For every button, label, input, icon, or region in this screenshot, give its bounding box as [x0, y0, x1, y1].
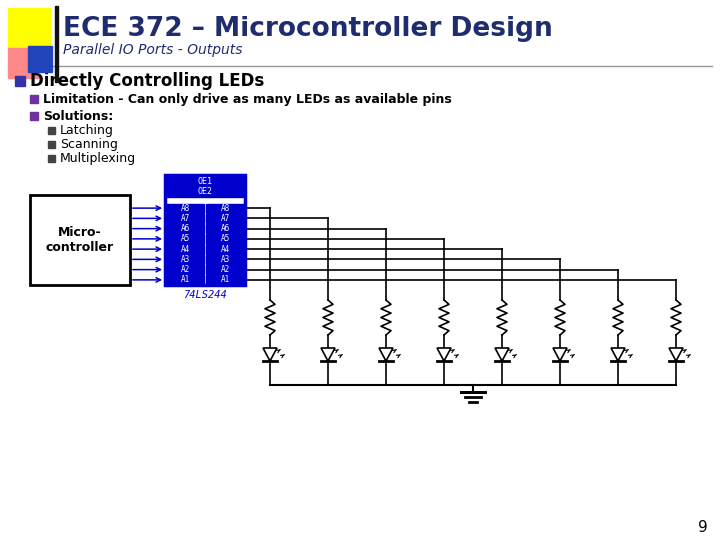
Text: A6: A6: [181, 224, 189, 233]
Text: 74LS244: 74LS244: [183, 290, 227, 300]
Text: A1: A1: [181, 275, 189, 285]
Text: A5: A5: [181, 234, 189, 244]
Polygon shape: [669, 348, 683, 361]
Bar: [166, 245, 204, 254]
Text: Solutions:: Solutions:: [43, 110, 113, 123]
Text: Multiplexing: Multiplexing: [60, 152, 136, 165]
Polygon shape: [495, 348, 509, 361]
Bar: [30, 112, 38, 120]
Bar: [206, 224, 244, 233]
Bar: [166, 275, 204, 285]
Text: A6: A6: [220, 224, 230, 233]
Text: Latching: Latching: [60, 124, 114, 137]
Bar: [48, 155, 55, 162]
Bar: [166, 214, 204, 223]
Text: A3: A3: [181, 255, 189, 264]
Text: A7: A7: [220, 214, 230, 223]
Bar: [165, 175, 245, 197]
Text: OE1: OE1: [197, 178, 212, 186]
Text: A3: A3: [220, 255, 230, 264]
Text: A4: A4: [181, 245, 189, 254]
Bar: [48, 141, 55, 148]
Text: A8: A8: [220, 204, 230, 213]
Bar: [206, 275, 244, 285]
Bar: [8, 48, 38, 78]
Text: A7: A7: [181, 214, 189, 223]
Text: A8: A8: [181, 204, 189, 213]
Bar: [30, 195, 130, 285]
Polygon shape: [321, 348, 335, 361]
Bar: [206, 214, 244, 223]
Text: ECE 372 – Microcontroller Design: ECE 372 – Microcontroller Design: [63, 16, 553, 42]
Text: Directly Controlling LEDs: Directly Controlling LEDs: [30, 72, 264, 90]
Bar: [166, 204, 204, 213]
Bar: [206, 265, 244, 274]
Text: Micro-
controller: Micro- controller: [46, 226, 114, 254]
Text: A2: A2: [220, 265, 230, 274]
Bar: [30, 95, 38, 103]
Polygon shape: [611, 348, 625, 361]
Text: A4: A4: [220, 245, 230, 254]
Bar: [8, 8, 50, 50]
Text: A2: A2: [181, 265, 189, 274]
Text: A5: A5: [220, 234, 230, 244]
Polygon shape: [263, 348, 277, 361]
Text: OE2: OE2: [197, 186, 212, 195]
Polygon shape: [437, 348, 451, 361]
Bar: [206, 245, 244, 254]
Bar: [55, 6, 58, 82]
Bar: [166, 234, 204, 244]
Polygon shape: [379, 348, 393, 361]
Bar: [28, 46, 52, 72]
Bar: [166, 255, 204, 264]
Bar: [206, 234, 244, 244]
Text: A1: A1: [220, 275, 230, 285]
Polygon shape: [553, 348, 567, 361]
Bar: [166, 224, 204, 233]
Bar: [165, 175, 245, 285]
Text: Limitation - Can only drive as many LEDs as available pins: Limitation - Can only drive as many LEDs…: [43, 92, 451, 105]
Text: Parallel IO Ports - Outputs: Parallel IO Ports - Outputs: [63, 43, 243, 57]
Bar: [206, 255, 244, 264]
Bar: [48, 127, 55, 134]
Text: 9: 9: [698, 521, 708, 536]
Bar: [206, 204, 244, 213]
Bar: [15, 76, 25, 86]
Bar: [166, 265, 204, 274]
Text: Scanning: Scanning: [60, 138, 118, 151]
